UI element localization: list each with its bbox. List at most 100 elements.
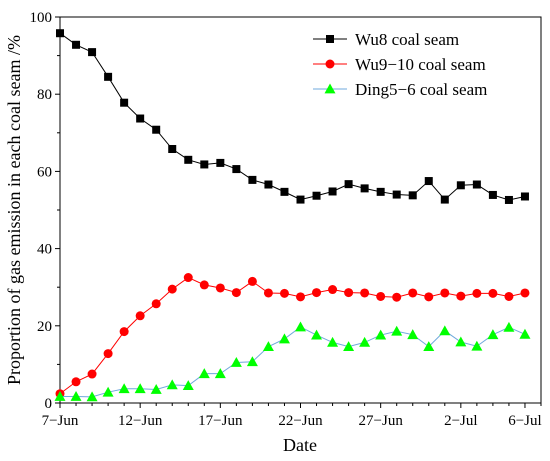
x-tick-label: 22−Jun [278,413,323,429]
data-point [214,368,226,379]
y-tick-label: 100 [30,10,53,26]
data-point [407,329,419,340]
data-point [344,288,354,298]
data-point [328,187,337,196]
data-point [296,292,305,302]
data-point [392,292,402,302]
data-point [440,195,449,204]
series-layer [54,29,531,402]
data-point [328,285,338,295]
data-point [520,192,529,201]
data-point [312,288,322,298]
data-point [264,180,273,189]
data-point [247,276,257,286]
data-point [278,333,290,344]
x-axis: 7−Jun 12−Jun 17−Jun 22−Jun 27−Jun 2−Jul 6−Jul [42,403,542,429]
data-point [408,191,417,200]
data-point [440,288,450,298]
data-point [375,329,387,340]
data-point [472,288,482,298]
data-point [424,177,433,186]
y-tick-label: 0 [45,396,53,412]
data-point [120,98,129,107]
data-point [311,329,323,340]
y-tick-label: 60 [37,164,52,180]
data-point [230,356,242,367]
data-point [104,72,113,81]
data-point [471,340,483,351]
plot-area [59,16,542,404]
data-point [327,336,339,347]
data-point [262,341,274,352]
data-point [72,40,81,49]
data-point [504,291,514,301]
y-axis: 0 20 40 60 80 100 [30,10,60,412]
legend: Wu8 coal seam Wu9−10 coal seam Ding5−6 c… [313,30,487,99]
legend-item-wu8: Wu8 coal seam [313,30,459,49]
data-point [343,341,355,352]
data-point [119,327,129,337]
data-point [166,379,178,390]
data-point [118,383,130,394]
data-point [487,329,499,340]
data-point [199,280,209,290]
legend-label-wu8: Wu8 coal seam [355,30,459,49]
series-ding5-6 [54,321,531,402]
data-point [88,48,97,57]
data-point [295,321,306,332]
data-point [184,155,193,164]
data-point [391,325,403,336]
data-point [102,386,114,397]
series-wu8 [56,29,529,204]
data-point [232,165,241,174]
legend-item-wu9-10: Wu9−10 coal seam [313,55,486,74]
x-tick-label: 6−Jul [508,413,541,429]
data-point [134,383,146,394]
data-point [167,284,177,294]
data-point [246,356,258,367]
data-point [456,181,465,190]
data-point [488,190,497,199]
data-point [376,291,386,301]
x-tick-label: 27−Jun [359,413,404,429]
data-point [87,369,97,379]
y-tick-label: 20 [37,319,52,335]
data-point [424,292,434,302]
data-point [376,187,385,196]
data-point [151,299,161,309]
data-point [455,336,467,347]
data-point [248,175,257,184]
legend-symbol [325,59,335,69]
data-point [263,288,273,298]
data-point [472,180,481,189]
data-point [279,288,289,298]
data-point [150,383,162,394]
data-point [168,145,177,154]
legend-symbol [326,35,334,43]
data-point [360,288,370,298]
x-axis-label: Date [283,435,317,455]
x-tick-label: 12−Jun [118,413,163,429]
data-point [408,288,418,298]
data-point [198,368,210,379]
data-point [216,158,225,167]
data-point [280,187,289,196]
y-tick-label: 40 [37,242,52,258]
data-point [70,390,82,401]
data-point [488,288,498,298]
data-point [519,328,531,339]
data-point [136,114,145,123]
data-point [359,336,371,347]
legend-symbol [324,83,336,94]
x-tick-label: 7−Jun [42,413,79,429]
data-point [152,125,161,134]
data-point [200,160,209,169]
data-point [182,380,194,391]
x-tick-label: 17−Jun [198,413,243,429]
data-point [86,391,98,402]
data-point [520,288,530,298]
series-wu9-10 [55,273,530,399]
data-point [503,321,515,332]
data-point [231,288,241,298]
